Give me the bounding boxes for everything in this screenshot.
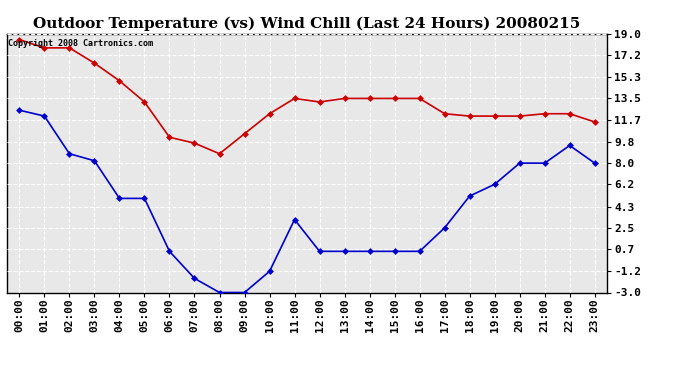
Title: Outdoor Temperature (vs) Wind Chill (Last 24 Hours) 20080215: Outdoor Temperature (vs) Wind Chill (Las…	[33, 17, 581, 31]
Text: Copyright 2008 Cartronics.com: Copyright 2008 Cartronics.com	[8, 39, 153, 48]
